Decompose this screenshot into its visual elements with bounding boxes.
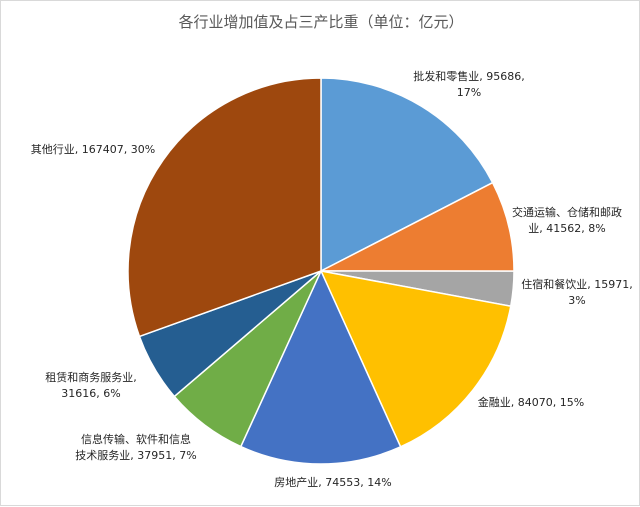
slice-data-label-line: 技术服务业, 37951, 7%: [75, 449, 196, 462]
slice-data-label: 住宿和餐饮业, 15971, 3%: [521, 277, 632, 307]
slice-data-label-line: 交通运输、仓储和邮政: [512, 205, 622, 219]
slice-data-label: 其他行业, 167407, 30%: [31, 143, 155, 156]
slice-data-label-line: 住宿和餐饮业, 15971,: [521, 277, 632, 291]
chart-title: 各行业增加值及占三产比重（单位：亿元）: [178, 13, 464, 31]
pie-slice: [319, 270, 512, 448]
pie-slice: [239, 269, 402, 465]
slice-data-label-line: 金融业, 84070, 15%: [478, 395, 584, 409]
slice-data-label-line: 业, 41562, 8%: [528, 222, 605, 235]
slice-data-label-line: 房地产业, 74553, 14%: [274, 475, 391, 489]
slice-data-label: 信息传输、软件和信息技术服务业, 37951, 7%: [75, 432, 196, 462]
slice-data-label-line: 17%: [457, 86, 481, 99]
slice-data-label-line: 信息传输、软件和信息: [81, 432, 191, 446]
slice-data-label: 交通运输、仓储和邮政业, 41562, 8%: [512, 205, 622, 235]
slice-data-label: 批发和零售业, 95686, 17%: [413, 69, 524, 99]
slice-data-label-line: 其他行业, 167407, 30%: [31, 143, 155, 156]
pie-slice: [320, 77, 494, 273]
pie-slice: [127, 77, 322, 338]
slice-data-label: 房地产业, 74553, 14%: [274, 475, 391, 489]
slice-data-label-line: 3%: [568, 294, 585, 307]
slice-data-label-line: 租赁和商务服务业,: [45, 370, 137, 384]
slice-data-label-line: 31616, 6%: [61, 387, 120, 400]
slice-data-label-line: 批发和零售业, 95686,: [413, 69, 524, 83]
slice-data-label: 金融业, 84070, 15%: [478, 395, 584, 409]
slice-data-label: 租赁和商务服务业, 31616, 6%: [45, 370, 137, 400]
